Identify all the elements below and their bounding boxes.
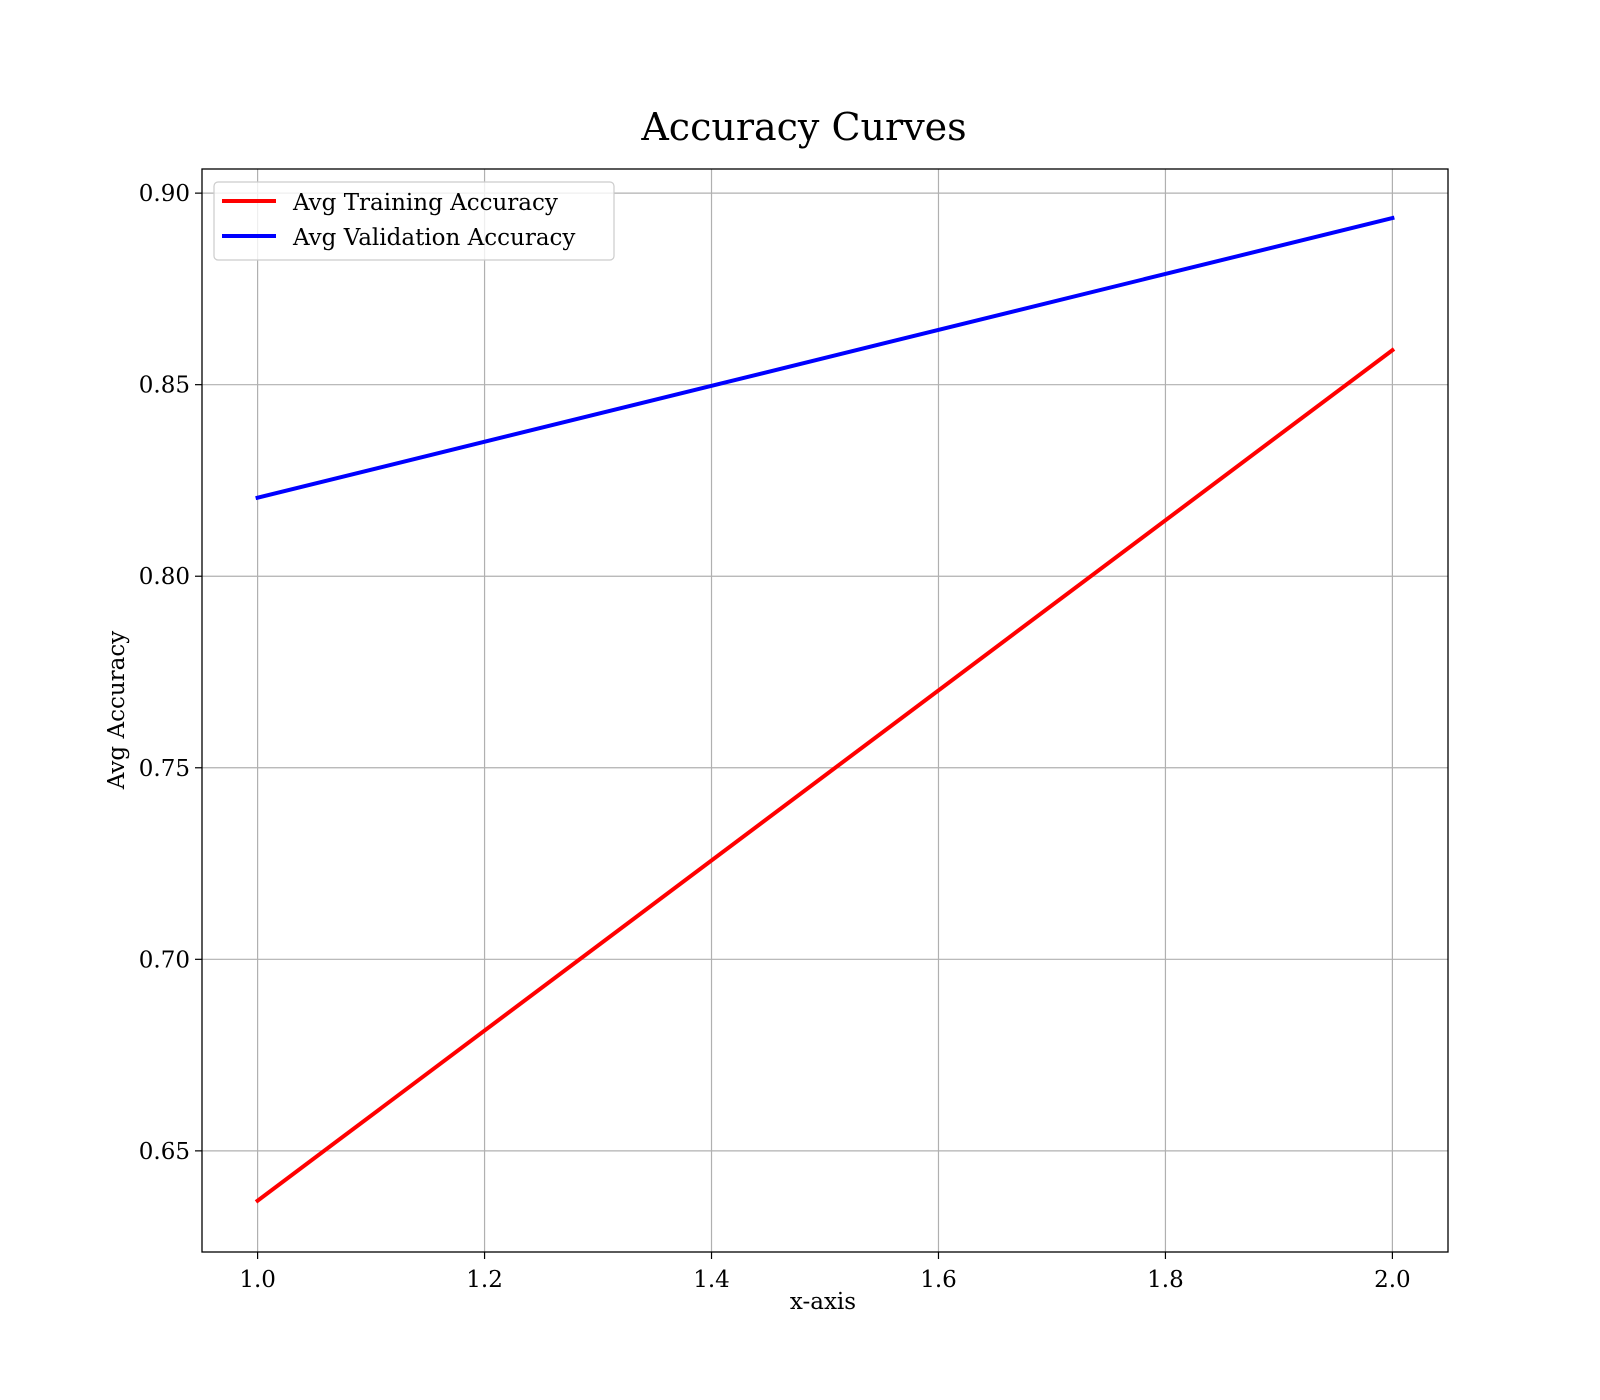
legend-label-training: Avg Training Accuracy [292,190,558,216]
x-tick-label: 2.0 [1374,1267,1411,1293]
y-axis-label: Avg Accuracy [104,631,130,790]
x-tick-label: 1.8 [1147,1267,1184,1293]
x-tick-label: 1.0 [239,1267,276,1293]
legend: Avg Training Accuracy Avg Validation Acc… [213,181,615,261]
y-tick-label: 0.70 [139,947,190,973]
chart-title: Accuracy Curves [640,105,966,149]
y-tick-label: 0.75 [139,756,190,782]
x-tick-label: 1.2 [466,1267,503,1293]
x-tick-label: 1.4 [693,1267,730,1293]
y-axis-ticks: 0.65 0.70 0.75 0.80 0.85 0.90 [139,181,202,1165]
plot-series [254,215,1396,1204]
x-axis-ticks: 1.0 1.2 1.4 1.6 1.8 2.0 [239,1252,1411,1293]
legend-label-validation: Avg Validation Accuracy [292,225,575,251]
x-tick-label: 1.6 [920,1267,957,1293]
y-tick-label: 0.90 [139,181,190,207]
y-tick-label: 0.80 [139,564,190,590]
plot-frame [201,168,1449,1253]
legend-box [213,181,615,261]
y-tick-label: 0.65 [139,1139,190,1165]
series-line-training [254,347,1396,1204]
grid [202,169,1448,1252]
y-tick-label: 0.85 [139,373,190,399]
x-axis-label: x-axis [790,1289,856,1315]
series-line-validation [255,215,1395,501]
